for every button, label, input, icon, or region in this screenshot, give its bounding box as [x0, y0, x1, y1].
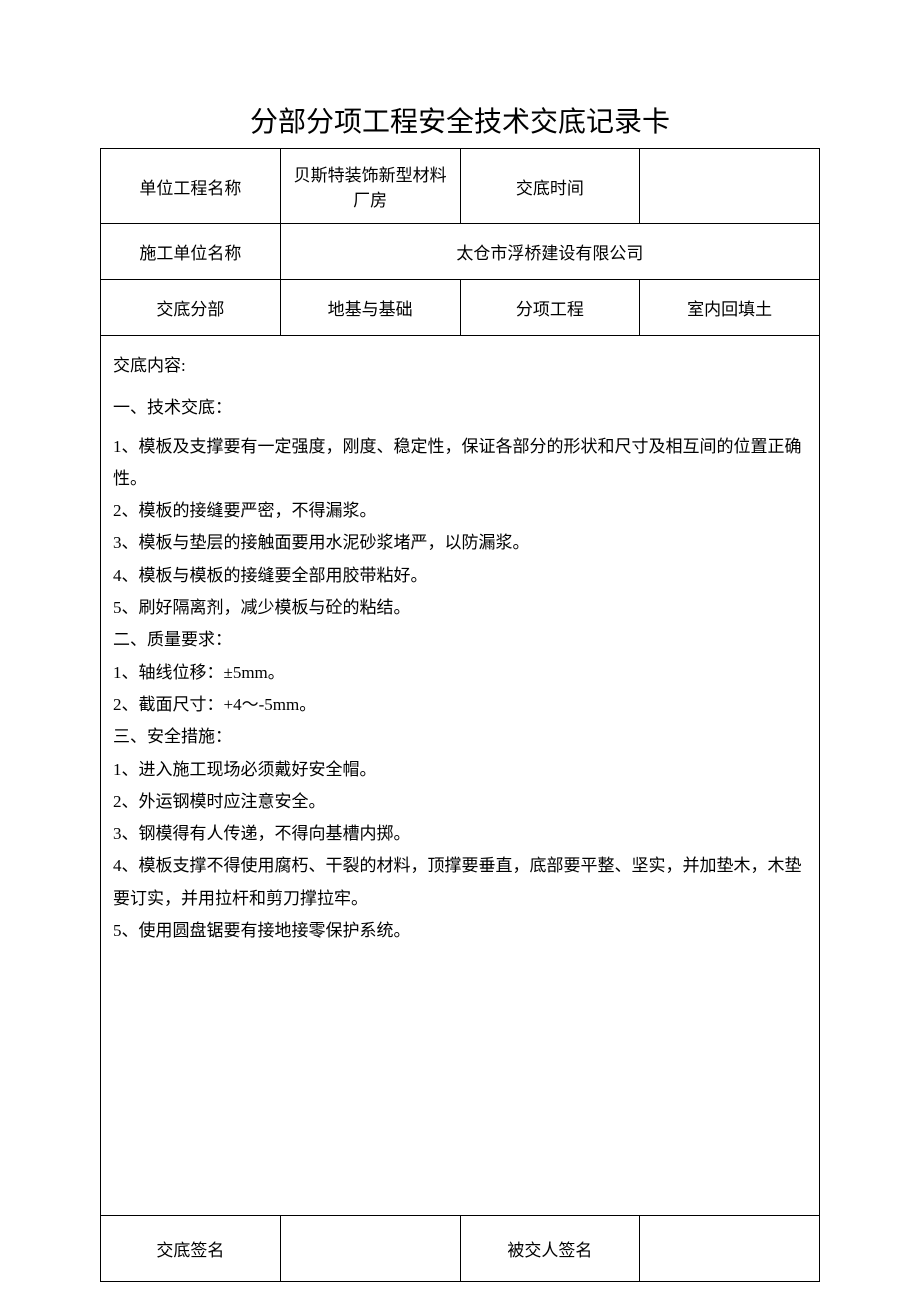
- section3-item: 5、使用圆盘锯要有接地接零保护系统。: [113, 915, 807, 947]
- disclosure-section-value: 地基与基础: [280, 280, 460, 336]
- record-table: 单位工程名称 贝斯特装饰新型材料厂房 交底时间 施工单位名称 太仓市浮桥建设有限…: [100, 148, 820, 1282]
- document-title: 分部分项工程安全技术交底记录卡: [100, 100, 820, 140]
- subitem-value: 室内回填土: [640, 280, 820, 336]
- section1-title: 一、技术交底：: [113, 392, 807, 424]
- section1-item: 5、刷好隔离剂，减少模板与砼的粘结。: [113, 592, 807, 624]
- disclosure-section-label: 交底分部: [101, 280, 281, 336]
- discloser-signature-value: [280, 1216, 460, 1282]
- subitem-label: 分项工程: [460, 280, 640, 336]
- footer-row: 交底签名 被交人签名: [101, 1216, 820, 1282]
- construction-unit-value: 太仓市浮桥建设有限公司: [280, 224, 819, 280]
- unit-project-name-label: 单位工程名称: [101, 149, 281, 224]
- content-row: 交底内容: 一、技术交底： 1、模板及支撑要有一定强度，刚度、稳定性，保证各部分…: [101, 336, 820, 1216]
- header-row-3: 交底分部 地基与基础 分项工程 室内回填土: [101, 280, 820, 336]
- recipient-signature-label: 被交人签名: [460, 1216, 640, 1282]
- section3-item: 4、模板支撑不得使用腐朽、干裂的材料，顶撑要垂直，底部要平整、坚实，并加垫木，木…: [113, 850, 807, 915]
- recipient-signature-value: [640, 1216, 820, 1282]
- section2-title: 二、质量要求：: [113, 624, 807, 656]
- section1-item: 3、模板与垫层的接触面要用水泥砂浆堵严，以防漏浆。: [113, 527, 807, 559]
- header-row-1: 单位工程名称 贝斯特装饰新型材料厂房 交底时间: [101, 149, 820, 224]
- section1-item: 2、模板的接缝要严密，不得漏浆。: [113, 495, 807, 527]
- content-heading: 交底内容:: [113, 350, 807, 382]
- unit-project-name-value: 贝斯特装饰新型材料厂房: [280, 149, 460, 224]
- disclosure-time-value: [640, 149, 820, 224]
- content-cell: 交底内容: 一、技术交底： 1、模板及支撑要有一定强度，刚度、稳定性，保证各部分…: [101, 336, 820, 1216]
- disclosure-time-label: 交底时间: [460, 149, 640, 224]
- section1-item: 1、模板及支撑要有一定强度，刚度、稳定性，保证各部分的形状和尺寸及相互间的位置正…: [113, 431, 807, 496]
- section3-title: 三、安全措施：: [113, 721, 807, 753]
- section2-item: 1、轴线位移：±5mm。: [113, 657, 807, 689]
- section3-item: 1、进入施工现场必须戴好安全帽。: [113, 754, 807, 786]
- discloser-signature-label: 交底签名: [101, 1216, 281, 1282]
- section2-item: 2、截面尺寸：+4～-5mm。: [113, 689, 807, 721]
- section3-item: 2、外运钢模时应注意安全。: [113, 786, 807, 818]
- construction-unit-label: 施工单位名称: [101, 224, 281, 280]
- header-row-2: 施工单位名称 太仓市浮桥建设有限公司: [101, 224, 820, 280]
- section3-item: 3、钢模得有人传递，不得向基槽内掷。: [113, 818, 807, 850]
- section1-item: 4、模板与模板的接缝要全部用胶带粘好。: [113, 560, 807, 592]
